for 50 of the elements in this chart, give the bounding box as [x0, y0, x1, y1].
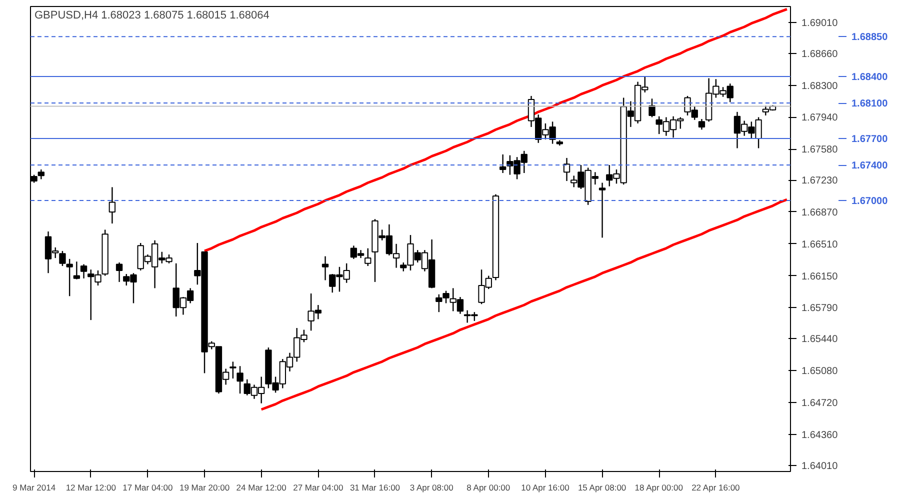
- y-tick-label: 1.64720: [802, 398, 838, 409]
- x-tick-label: 27 Mar 04:00: [293, 482, 344, 492]
- x-tick-label: 24 Mar 12:00: [236, 482, 287, 492]
- x-tick-label: 22 Apr 16:00: [692, 482, 740, 492]
- chart-title: GBPUSD,H4 1.68023 1.68075 1.68015 1.68064: [34, 10, 270, 22]
- x-tick-label: 15 Apr 08:00: [578, 482, 626, 492]
- candlestick: [648, 98, 656, 118]
- ref-line-label: 1.67000: [852, 196, 888, 207]
- x-tick-label: 10 Apr 16:00: [521, 482, 570, 492]
- candlestick: [80, 264, 88, 280]
- y-tick-label: 1.66510: [802, 239, 838, 250]
- candlestick: [364, 248, 372, 267]
- candlestick: [322, 256, 329, 281]
- x-tick-label: 12 Mar 12:00: [66, 482, 116, 492]
- y-tick-label: 1.64360: [802, 430, 838, 441]
- y-tick-label: 1.65790: [802, 303, 838, 314]
- y-tick-label: 1.67940: [802, 112, 838, 124]
- candlestick: [108, 186, 116, 224]
- line-series: [260, 198, 788, 411]
- x-tick-label: 18 Apr 00:00: [634, 482, 684, 492]
- y-tick-label: 1.64010: [802, 460, 838, 472]
- y-tick-label: 1.67230: [802, 176, 838, 187]
- x-tick-label: 17 Mar 04:00: [122, 482, 174, 492]
- candlestick: [116, 262, 123, 283]
- y-tick-label: 1.66870: [802, 207, 838, 218]
- ref-line-label: 1.68850: [852, 32, 888, 44]
- y-tick-label: 1.66150: [802, 271, 838, 282]
- y-tick-label: 1.65080: [802, 366, 838, 378]
- x-tick-label: 9 Mar 2014: [12, 482, 56, 492]
- candlestick: [598, 182, 606, 238]
- candlestick: [698, 118, 706, 130]
- ref-line-label: 1.68100: [852, 98, 888, 110]
- y-tick-label: 1.67580: [802, 144, 838, 156]
- y-tick-label: 1.69010: [802, 18, 838, 29]
- candlestick: [563, 157, 570, 182]
- candlestick: [230, 361, 236, 380]
- x-tick-label: 3 Apr 08:00: [410, 482, 454, 492]
- x-tick-label: 19 Mar 20:00: [179, 482, 230, 492]
- y-tick-label: 1.68300: [802, 80, 838, 92]
- y-tick-label: 1.65440: [802, 334, 838, 346]
- x-tick-label: 8 Apr 00:00: [466, 482, 510, 492]
- candlestick: [73, 260, 80, 280]
- candlestick: [499, 154, 506, 174]
- candlestick: [236, 366, 244, 394]
- x-tick-label: 31 Mar 16:00: [350, 482, 400, 492]
- ref-line-label: 1.67400: [852, 160, 888, 172]
- candlestick: [38, 168, 44, 180]
- ref-line-label: 1.68400: [852, 72, 888, 83]
- ref-line-label: 1.67700: [852, 134, 888, 145]
- y-tick-label: 1.68660: [802, 48, 838, 60]
